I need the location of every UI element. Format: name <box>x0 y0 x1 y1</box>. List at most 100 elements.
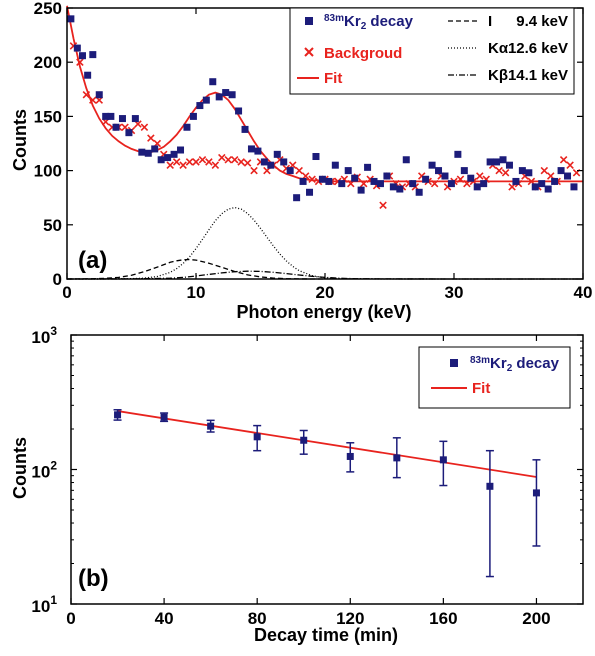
background-point <box>172 158 181 166</box>
y-tick-label: 50 <box>43 216 62 235</box>
decay-point <box>467 174 475 182</box>
background-point <box>243 159 252 167</box>
decay-point <box>518 167 526 175</box>
x-tick-label: 200 <box>522 609 550 628</box>
decay-point <box>102 112 110 120</box>
panel-b-ticks: 0 40 80 120 160 200 101 102 103 <box>31 324 583 628</box>
decay-point <box>299 177 307 185</box>
background-point <box>559 155 568 164</box>
decay-point <box>267 161 275 169</box>
decay-point <box>435 167 443 175</box>
background-point <box>224 155 233 164</box>
x-tick-label: 0 <box>66 609 75 628</box>
legend-kalpha-energy: 12.6 keV <box>508 40 568 57</box>
decay-point <box>260 158 268 166</box>
decay-point <box>286 167 294 175</box>
panel-b-label: (b) <box>78 565 109 592</box>
decay-point <box>273 150 281 158</box>
background-point <box>179 161 187 169</box>
decay-point <box>131 115 139 123</box>
decay-point <box>84 71 92 79</box>
panel-b-legend-box <box>418 346 571 409</box>
decay-point <box>280 158 288 166</box>
panel-a-legend: 83mKr2 decay Backgroud Fit I 9.4 keV Kα … <box>289 7 575 95</box>
decay-point <box>138 148 146 156</box>
background-point <box>198 155 207 164</box>
decay-point <box>73 44 81 52</box>
x-tick-label: 20 <box>316 283 335 302</box>
decay-point <box>473 183 481 191</box>
panel-b-y-axis-label: Counts <box>10 437 30 499</box>
decay-point <box>570 183 578 191</box>
panel-b-legend: 83mKr2 decay Fit <box>418 346 571 409</box>
panel-a-legend-box <box>289 7 575 95</box>
decay-point <box>215 93 223 101</box>
decay-point <box>209 78 217 86</box>
decay-point <box>538 180 546 188</box>
background-point <box>147 134 155 142</box>
decay-point <box>486 482 494 490</box>
decay-point <box>460 167 468 175</box>
y-tick-label: 100 <box>34 162 62 181</box>
background-point <box>379 201 387 210</box>
decay-point <box>557 167 565 175</box>
decay-point <box>525 169 533 177</box>
panel-a-ticks: 0 10 20 30 40 0 50 100 150 200 250 <box>34 0 593 302</box>
decay-point <box>389 183 397 191</box>
decay-point <box>254 147 262 155</box>
decay-point <box>409 180 417 188</box>
decay-point <box>486 158 494 166</box>
decay-point <box>125 129 133 137</box>
x-tick-label: 0 <box>62 283 71 302</box>
decay-point <box>202 96 210 104</box>
x-tick-label: 80 <box>248 609 267 628</box>
decay-point <box>447 180 455 188</box>
decay-point <box>512 177 520 185</box>
panel-a: 0 10 20 30 40 0 50 100 150 200 250 (a) Photon ener… <box>10 0 592 322</box>
background-point <box>295 166 303 175</box>
background-point <box>230 155 239 164</box>
decay-point <box>253 433 261 441</box>
y-tick-label: 250 <box>34 0 62 18</box>
background-point <box>211 161 220 169</box>
fit-line <box>117 410 537 478</box>
y-tick-label: 200 <box>34 53 62 72</box>
x-tick-label: 10 <box>187 283 206 302</box>
decay-point <box>439 456 447 464</box>
x-tick-label: 120 <box>336 609 364 628</box>
legend-fit-label: Fit <box>324 70 342 87</box>
decay-point <box>189 112 197 120</box>
decay-point <box>531 183 539 191</box>
panel-b: 0 40 80 120 160 200 101 102 103 (b) Decay time (… <box>10 324 584 645</box>
decay-point <box>454 150 462 158</box>
panel-b-plot-area <box>113 409 541 578</box>
panel-a-plot-area <box>66 5 583 280</box>
x-tick-label: 30 <box>445 283 464 302</box>
decay-point <box>67 15 75 23</box>
legend-kbeta-energy: 14.1 keV <box>508 67 568 84</box>
decay-point <box>346 452 354 460</box>
decay-point <box>222 89 230 97</box>
panel-a-y-axis-label: Counts <box>10 109 30 171</box>
background-point <box>192 158 200 166</box>
decay-point <box>344 167 352 175</box>
decay-point <box>505 161 513 169</box>
decay-point <box>112 123 120 131</box>
legend-b-fit-label: Fit <box>472 380 490 397</box>
decay-point <box>480 180 488 188</box>
y-tick-label: 103 <box>31 324 57 347</box>
decay-point <box>300 436 308 444</box>
background-point <box>308 175 316 184</box>
background-point <box>140 123 149 132</box>
background-point <box>218 153 226 162</box>
decay-point <box>164 154 172 162</box>
legend-background-label: Backgroud <box>324 45 402 62</box>
decay-point <box>170 150 178 158</box>
decay-point <box>247 145 255 153</box>
decay-point <box>183 123 191 131</box>
decay-point <box>228 91 236 99</box>
x-tick-label: 40 <box>574 283 593 302</box>
decay-point <box>364 163 372 171</box>
decay-point <box>114 411 122 419</box>
